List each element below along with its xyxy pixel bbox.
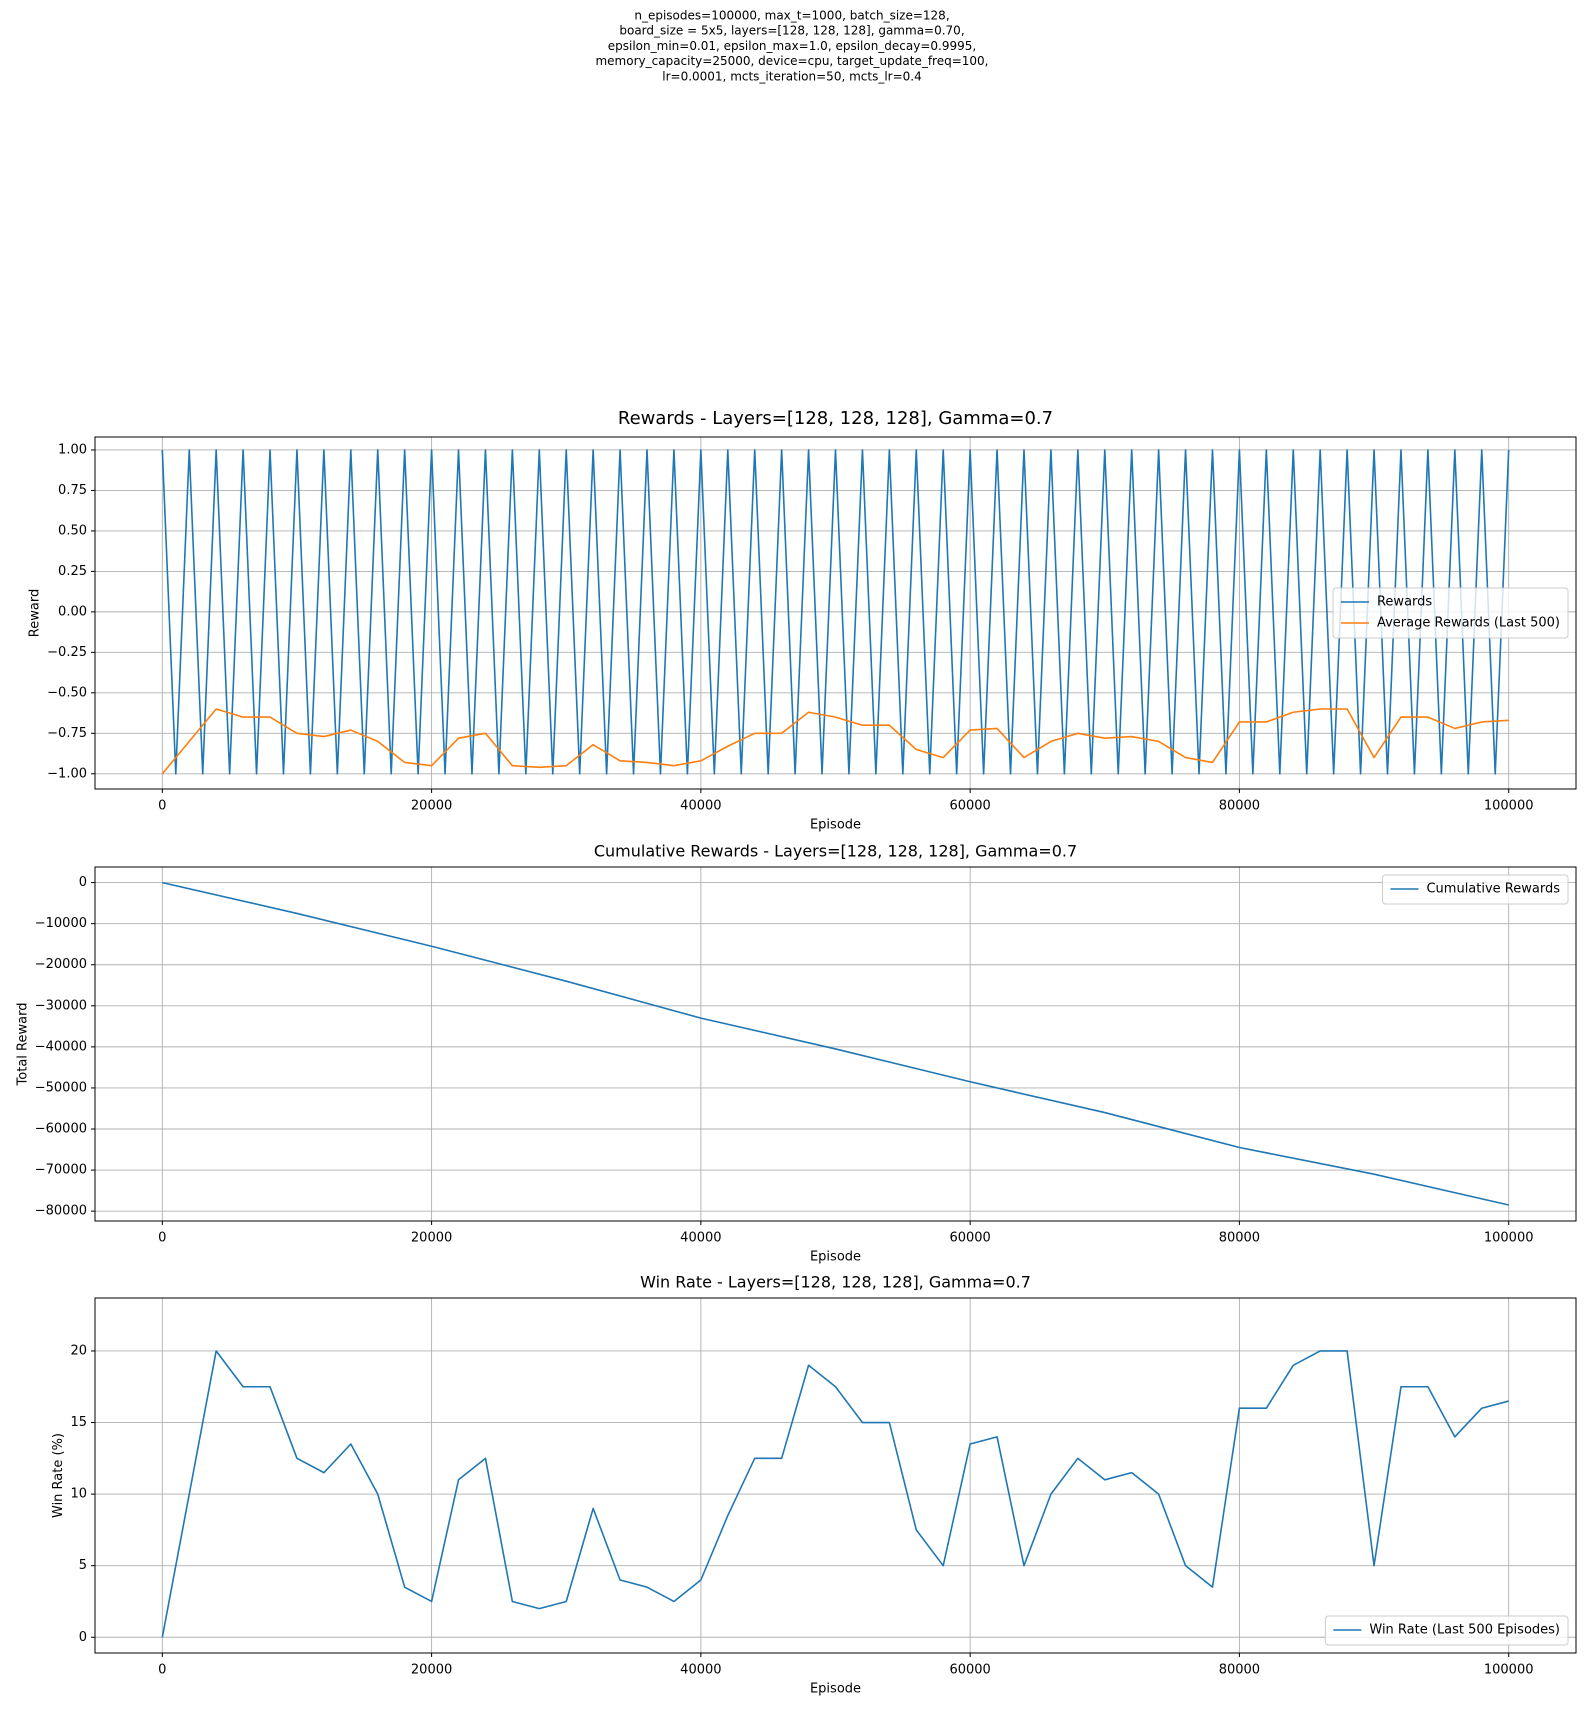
x-tick-label: 0 [158, 1663, 166, 1678]
suptitle: memory_capacity=25000, device=cpu, targe… [595, 54, 988, 68]
subplot: Rewards - Layers=[128, 128, 128], Gamma=… [28, 408, 1577, 833]
subplot: Win Rate - Layers=[128, 128, 128], Gamma… [51, 1273, 1577, 1697]
y-tick-label: 5 [79, 1558, 87, 1573]
y-axis-label: Win Rate (%) [51, 1433, 66, 1518]
y-tick-label: −50000 [35, 1080, 87, 1095]
x-tick-label: 80000 [1219, 799, 1260, 814]
y-tick-label: 0 [79, 1630, 87, 1645]
x-axis-label: Episode [810, 818, 861, 833]
x-tick-label: 100000 [1484, 1231, 1534, 1246]
suptitle: board_size = 5x5, layers=[128, 128, 128]… [619, 24, 964, 38]
legend-label: Rewards [1377, 595, 1432, 610]
series-line [161, 708, 1509, 775]
y-axis-label: Total Reward [15, 1003, 30, 1087]
x-axis-label: Episode [810, 1682, 861, 1697]
y-tick-label: −10000 [35, 916, 87, 931]
grid [95, 1298, 1576, 1653]
suptitle: lr=0.0001, mcts_iteration=50, mcts_lr=0.… [662, 69, 921, 83]
axes-frame [94, 866, 1577, 1222]
x-tick-label: 0 [158, 1231, 166, 1246]
y-tick-label: −1.00 [47, 766, 87, 781]
x-tick-label: 20000 [411, 1663, 452, 1678]
axes-frame [94, 1297, 1577, 1654]
x-tick-label: 40000 [680, 799, 721, 814]
series-line [162, 881, 1509, 1206]
plot-area [161, 1350, 1509, 1638]
series-line [161, 1350, 1509, 1638]
legend: Win Rate (Last 500 Episodes) [1324, 1615, 1569, 1646]
y-tick-label: 20 [70, 1343, 87, 1358]
legend-label: Cumulative Rewards [1426, 882, 1560, 897]
y-tick-label: 0.50 [58, 523, 87, 538]
y-tick-label: −0.75 [47, 726, 87, 741]
y-tick-label: 10 [70, 1487, 87, 1502]
y-tick-label: 0.25 [58, 564, 87, 579]
legend-box [1324, 1615, 1569, 1646]
series-line [161, 449, 1510, 775]
x-tick-label: 0 [158, 799, 166, 814]
y-tick-label: −60000 [35, 1122, 87, 1137]
axes-frame [94, 436, 1577, 790]
y-tick-label: 0 [79, 875, 87, 890]
x-axis-label: Episode [810, 1250, 861, 1265]
legend-box [1381, 874, 1569, 905]
legend-box [1332, 587, 1569, 639]
suptitle: epsilon_min=0.01, epsilon_max=1.0, epsil… [608, 39, 976, 53]
x-tick-label: 60000 [949, 1663, 990, 1678]
x-tick-label: 100000 [1484, 799, 1534, 814]
subplot: Cumulative Rewards - Layers=[128, 128, 1… [15, 842, 1577, 1265]
y-tick-label: −0.50 [47, 685, 87, 700]
y-tick-label: −80000 [35, 1204, 87, 1219]
x-tick-label: 40000 [680, 1663, 721, 1678]
chart-title: Rewards - Layers=[128, 128, 128], Gamma=… [618, 408, 1053, 429]
x-tick-label: 80000 [1219, 1663, 1260, 1678]
y-tick-label: 0.00 [58, 604, 87, 619]
y-tick-label: −70000 [35, 1163, 87, 1178]
y-tick-label: −20000 [35, 957, 87, 972]
y-tick-label: 0.75 [58, 483, 87, 498]
y-tick-label: −0.25 [47, 645, 87, 660]
legend-label: Average Rewards (Last 500) [1377, 616, 1560, 631]
y-tick-label: 1.00 [58, 442, 87, 457]
plot-area [162, 881, 1509, 1206]
legend: Rewards Average Rewards (Last 500) [1332, 587, 1569, 639]
x-tick-label: 80000 [1219, 1231, 1260, 1246]
y-tick-label: 15 [70, 1415, 87, 1430]
legend: Cumulative Rewards [1381, 874, 1569, 905]
y-axis-label: Reward [28, 589, 43, 637]
x-tick-label: 40000 [680, 1231, 721, 1246]
y-tick-label: −30000 [35, 998, 87, 1013]
x-tick-label: 20000 [411, 1231, 452, 1246]
y-tick-label: −40000 [35, 1039, 87, 1054]
x-tick-label: 20000 [411, 799, 452, 814]
chart-title: Win Rate - Layers=[128, 128, 128], Gamma… [640, 1273, 1031, 1292]
plot-area [161, 449, 1510, 775]
grid [95, 867, 1576, 1221]
legend-label: Win Rate (Last 500 Episodes) [1369, 1623, 1560, 1638]
chart-title: Cumulative Rewards - Layers=[128, 128, 1… [594, 842, 1077, 861]
x-tick-label: 100000 [1484, 1663, 1534, 1678]
suptitle: n_episodes=100000, max_t=1000, batch_siz… [634, 9, 949, 23]
x-tick-label: 60000 [949, 1231, 990, 1246]
x-tick-label: 60000 [949, 799, 990, 814]
